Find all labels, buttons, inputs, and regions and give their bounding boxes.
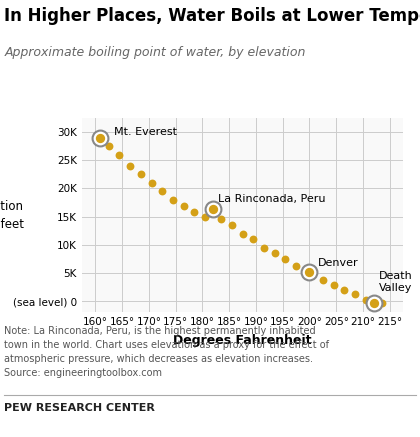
Point [202, 213, 208, 220]
Point [330, 282, 337, 289]
Text: Denver: Denver [318, 259, 358, 268]
Point [271, 250, 278, 257]
Point [239, 230, 246, 237]
Point [127, 163, 134, 170]
Text: PEW RESEARCH CENTER: PEW RESEARCH CENTER [4, 403, 155, 413]
Point [293, 263, 299, 270]
Point [250, 236, 257, 243]
Text: La Rinconada, Peru: La Rinconada, Peru [218, 194, 326, 204]
Text: Note: La Rinconada, Peru, is the highest permanently inhabited
town in the world: Note: La Rinconada, Peru, is the highest… [4, 326, 329, 378]
Point [352, 291, 358, 298]
Point [210, 205, 216, 212]
Point [341, 286, 348, 293]
Point [370, 299, 377, 306]
X-axis label: Degrees Fahrenheit: Degrees Fahrenheit [173, 334, 312, 347]
Point [170, 196, 176, 203]
Text: In Higher Places, Water Boils at Lower Temperatures: In Higher Places, Water Boils at Lower T… [4, 7, 420, 24]
Point [370, 299, 377, 306]
Point [148, 179, 155, 186]
Point [320, 276, 326, 283]
Point [180, 203, 187, 210]
Point [260, 244, 267, 251]
Text: Death
Valley: Death Valley [379, 271, 413, 293]
Point [97, 134, 103, 141]
Point [378, 299, 385, 306]
Text: Mt. Everest: Mt. Everest [114, 127, 177, 137]
Point [137, 171, 144, 178]
Point [306, 269, 313, 276]
Point [159, 188, 165, 195]
Point [218, 216, 225, 223]
Point [306, 269, 313, 276]
Point [116, 151, 123, 158]
Point [105, 142, 112, 149]
Point [210, 205, 216, 212]
Point [282, 255, 289, 262]
Point [191, 208, 198, 215]
Point [97, 134, 103, 141]
Y-axis label: Elevation
in feet: Elevation in feet [0, 200, 24, 231]
Point [362, 296, 369, 303]
Text: Approximate boiling point of water, by elevation: Approximate boiling point of water, by e… [4, 46, 306, 59]
Point [228, 222, 235, 229]
